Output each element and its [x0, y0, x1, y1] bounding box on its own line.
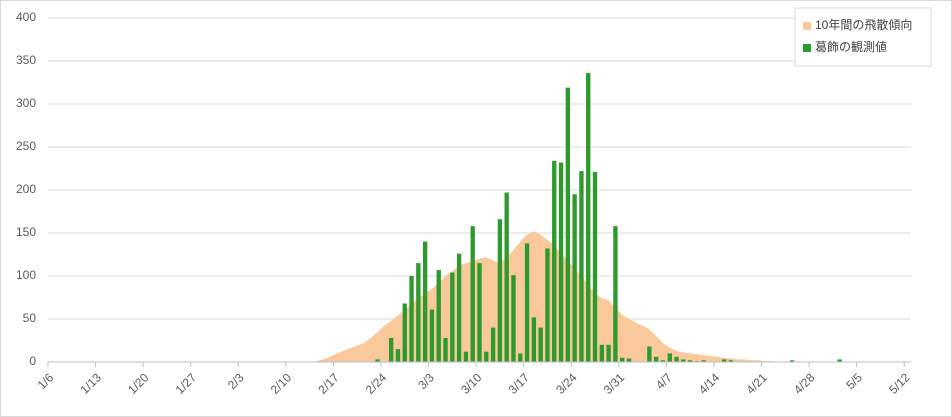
bar — [511, 275, 516, 362]
bar — [721, 359, 727, 362]
y-tick-label: 400 — [16, 10, 36, 24]
y-tick-label: 100 — [16, 268, 36, 282]
legend-label: 葛飾の観測値 — [815, 39, 887, 54]
bar — [626, 358, 632, 362]
bar — [422, 241, 428, 362]
legend-swatch — [803, 22, 811, 30]
bar — [606, 344, 611, 362]
bar — [599, 344, 604, 362]
y-tick-label: 150 — [16, 225, 36, 239]
bar — [518, 353, 523, 362]
legend-swatch — [803, 44, 811, 52]
bar — [579, 171, 584, 362]
bar — [558, 162, 564, 362]
bar — [402, 303, 407, 362]
y-tick-label: 200 — [16, 182, 36, 196]
bar — [660, 360, 666, 362]
bar — [531, 317, 537, 362]
bar — [484, 351, 489, 362]
bar — [592, 171, 598, 362]
bar — [565, 87, 571, 362]
bar — [436, 269, 441, 362]
bar — [409, 276, 414, 362]
bar — [463, 351, 469, 362]
bar — [613, 226, 618, 362]
bar — [456, 253, 462, 362]
bar — [789, 360, 795, 362]
bar — [620, 357, 625, 362]
bar — [647, 346, 652, 362]
bar — [497, 219, 503, 362]
y-tick-label: 50 — [23, 311, 37, 325]
legend-label: 10年間の飛散傾向 — [815, 17, 912, 32]
bar — [429, 309, 435, 362]
bar — [416, 263, 421, 362]
legend-box — [794, 7, 932, 67]
y-tick-label: 250 — [16, 139, 36, 153]
bar — [572, 194, 577, 362]
bar — [490, 327, 496, 362]
bar — [504, 192, 509, 362]
bar — [538, 327, 543, 362]
bar — [388, 337, 394, 362]
y-tick-label: 0 — [29, 354, 36, 368]
bar — [687, 360, 693, 362]
bar — [728, 360, 734, 362]
bar — [443, 337, 448, 362]
bar — [552, 160, 557, 362]
bar — [477, 263, 482, 362]
y-tick-label: 350 — [16, 53, 36, 67]
bar — [450, 272, 455, 362]
bar — [395, 349, 401, 362]
bar — [586, 73, 591, 362]
bar — [667, 353, 672, 362]
bar — [837, 359, 842, 362]
bar — [701, 360, 706, 362]
bar — [470, 226, 475, 362]
bar — [674, 356, 679, 362]
y-tick-label: 300 — [16, 96, 36, 110]
bar — [375, 359, 380, 362]
plot-area — [51, 73, 908, 362]
bar — [545, 248, 550, 362]
bar — [524, 243, 530, 362]
bar — [654, 356, 659, 362]
bar — [681, 359, 686, 362]
